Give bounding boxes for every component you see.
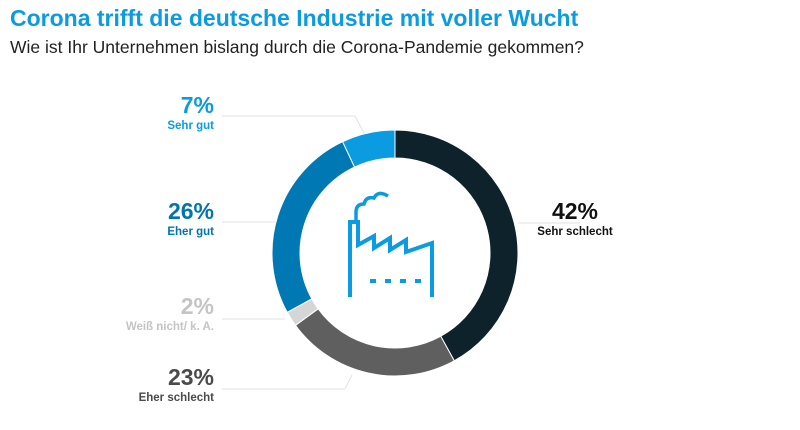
donut-slice-eher-schlecht xyxy=(294,308,455,377)
label-sehr-gut: 7% Sehr gut xyxy=(14,92,214,134)
donut-slice-sehr-gut xyxy=(341,129,396,168)
factory-icon xyxy=(348,191,434,297)
slice-value: 7% xyxy=(180,92,214,118)
slice-label: Weiß nicht/ k. A. xyxy=(125,321,214,333)
slice-value: 42% xyxy=(551,198,599,224)
label-sehr-schlecht: 42% Sehr schlecht xyxy=(475,198,675,240)
chart-title: Corona trifft die deutsche Industrie mit… xyxy=(10,5,579,31)
leader-line-eher-schlecht xyxy=(222,374,353,390)
label-weiss-nicht: 2% Weiß nicht/ k. A. xyxy=(14,293,214,335)
slice-label: Eher gut xyxy=(167,226,214,238)
slice-value: 2% xyxy=(180,293,214,319)
slice-label: Eher schlecht xyxy=(138,392,214,404)
slice-value: 23% xyxy=(167,364,214,390)
donut-slice-sehr-schlecht xyxy=(394,129,519,362)
label-eher-schlecht: 23% Eher schlecht xyxy=(14,364,214,406)
slice-label: Sehr gut xyxy=(167,120,214,132)
slice-label: Sehr schlecht xyxy=(537,226,613,238)
label-eher-gut: 26% Eher gut xyxy=(14,198,214,240)
chart-subtitle: Wie ist Ihr Unternehmen bislang durch di… xyxy=(10,37,584,57)
slice-value: 26% xyxy=(167,198,214,224)
leader-line-sehr-gut xyxy=(222,115,366,136)
donut-slice-eher-gut xyxy=(271,141,356,313)
